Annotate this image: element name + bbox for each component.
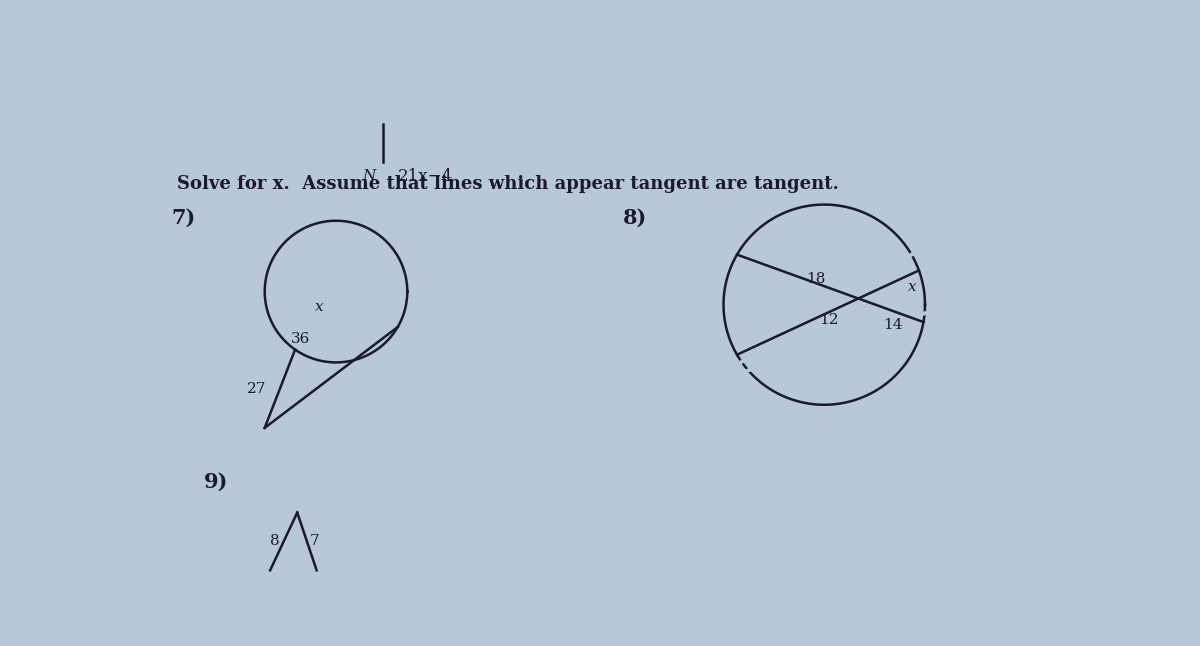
Text: 18: 18 [806,272,826,286]
Text: 8: 8 [270,534,280,548]
Text: x: x [314,300,323,314]
Text: 8): 8) [623,207,647,227]
Text: 21x−4: 21x−4 [397,167,452,185]
Text: x: x [908,280,917,294]
Text: 14: 14 [883,318,902,333]
Text: 36: 36 [290,332,311,346]
Text: 9): 9) [204,472,229,492]
Text: 12: 12 [820,313,839,327]
Text: 7): 7) [172,207,196,227]
Text: 27: 27 [246,382,266,396]
Text: 7: 7 [310,534,319,548]
Text: N: N [362,169,376,183]
Text: Solve for x.  Assume that lines which appear tangent are tangent.: Solve for x. Assume that lines which app… [178,175,839,193]
